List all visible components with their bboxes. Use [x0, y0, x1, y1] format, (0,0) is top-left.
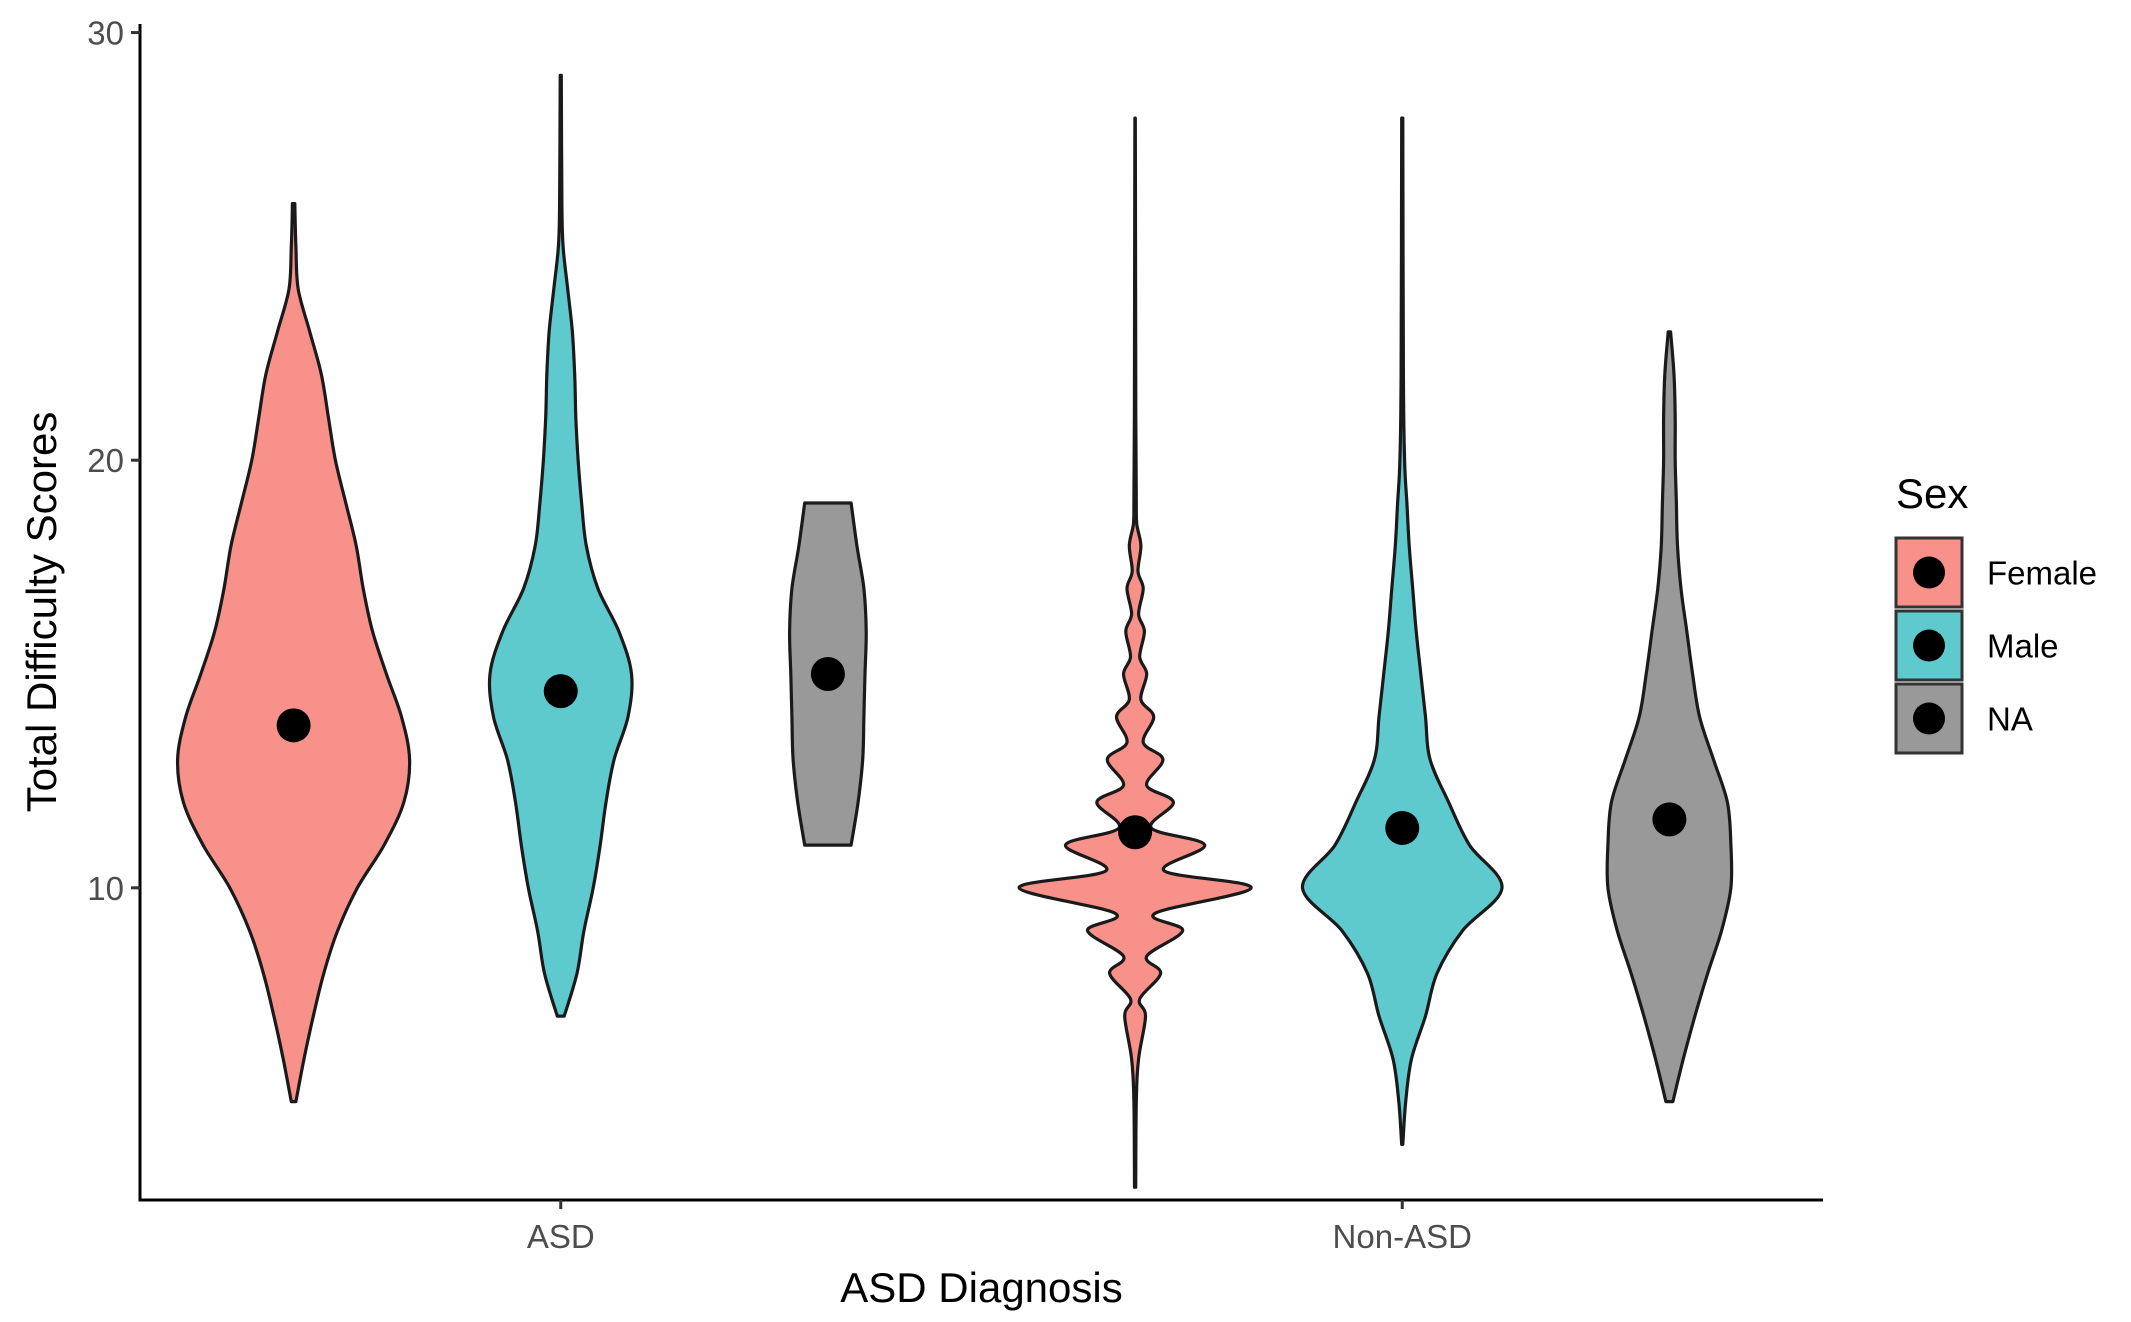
- legend-items: Female Male NA: [1896, 538, 2097, 753]
- legend-label: NA: [1987, 701, 2033, 738]
- violin-male-non-asd: [1302, 118, 1502, 1144]
- legend-key-point: [1913, 703, 1945, 735]
- y-tick-label: 10: [87, 870, 124, 907]
- y-axis-title: Total Difficulty Scores: [18, 412, 65, 813]
- mean-point-female-asd: [277, 708, 311, 742]
- mean-point-na-non-asd: [1652, 802, 1686, 836]
- legend-item-female: Female: [1896, 538, 2097, 607]
- violins-layer: [178, 75, 1732, 1187]
- x-ticks: ASD Non-ASD: [527, 1200, 1472, 1255]
- legend-label: Female: [1987, 555, 2097, 592]
- legend-label: Male: [1987, 628, 2059, 665]
- x-axis-title: ASD Diagnosis: [840, 1264, 1122, 1311]
- mean-point-male-non-asd: [1385, 811, 1419, 845]
- legend: Sex Female Male NA: [1896, 470, 2097, 753]
- violin-female-asd: [178, 204, 410, 1102]
- violin-na-non-asd: [1607, 332, 1732, 1102]
- legend-key-point: [1913, 557, 1945, 589]
- mean-point-female-non-asd: [1118, 815, 1152, 849]
- x-tick-label: Non-ASD: [1333, 1218, 1472, 1255]
- legend-item-na: NA: [1896, 684, 2033, 753]
- violin-male-asd: [489, 75, 632, 1016]
- legend-item-male: Male: [1896, 611, 2059, 680]
- y-tick-label: 20: [87, 442, 124, 479]
- mean-point-male-asd: [544, 674, 578, 708]
- y-ticks: 10 20 30: [87, 15, 140, 907]
- y-tick-label: 30: [87, 15, 124, 52]
- legend-key-point: [1913, 630, 1945, 662]
- mean-point-na-asd: [811, 657, 845, 691]
- legend-title: Sex: [1896, 470, 1968, 517]
- violin-female-non-asd: [1019, 118, 1251, 1187]
- x-tick-label: ASD: [527, 1218, 595, 1255]
